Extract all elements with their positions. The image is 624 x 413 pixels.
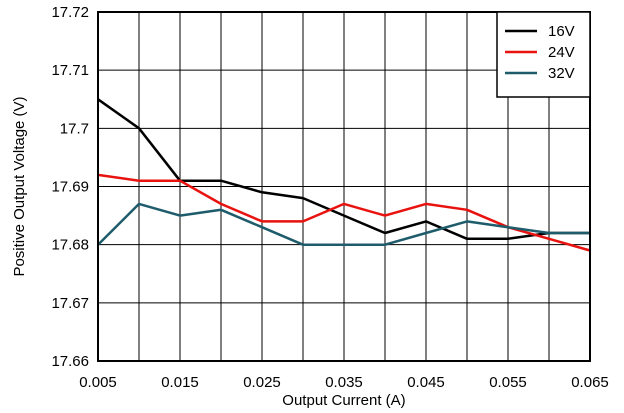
legend-box: [496, 11, 591, 98]
y-tick-label: 17.72: [51, 4, 89, 21]
x-tick-label: 0.045: [407, 374, 445, 391]
x-tick-labels: 0.005 0.015 0.025 0.035 0.045 0.055 0.065: [79, 374, 609, 391]
x-tick-label: 0.025: [243, 374, 281, 391]
series-layer: [97, 98, 591, 252]
x-tick-label: 0.065: [571, 374, 609, 391]
y-tick-labels: 17.66 17.67 17.68 17.69 17.7 17.71 17.72: [51, 4, 89, 370]
series-line-32v: [97, 202, 590, 246]
y-tick-label: 17.7: [60, 120, 89, 137]
legend-label-24v: 24V: [548, 44, 575, 61]
y-tick-label: 17.68: [51, 237, 89, 254]
x-axis-title: Output Current (A): [282, 392, 405, 409]
y-tick-label: 17.71: [51, 62, 89, 79]
x-tick-label: 0.005: [79, 374, 117, 391]
legend-label-32v: 32V: [548, 65, 575, 82]
x-tick-label: 0.055: [489, 374, 527, 391]
y-tick-label: 17.67: [51, 295, 89, 312]
y-axis-title: Positive Output Voltage (V): [11, 96, 28, 276]
y-tick-label: 17.66: [51, 353, 89, 370]
plot-frame: [97, 11, 591, 362]
x-tick-label: 0.035: [325, 374, 363, 391]
y-tick-label: 17.69: [51, 179, 89, 196]
legend-label-16v: 16V: [548, 23, 575, 40]
x-tick-label: 0.015: [161, 374, 199, 391]
legend: 16V 24V 32V: [496, 11, 591, 98]
